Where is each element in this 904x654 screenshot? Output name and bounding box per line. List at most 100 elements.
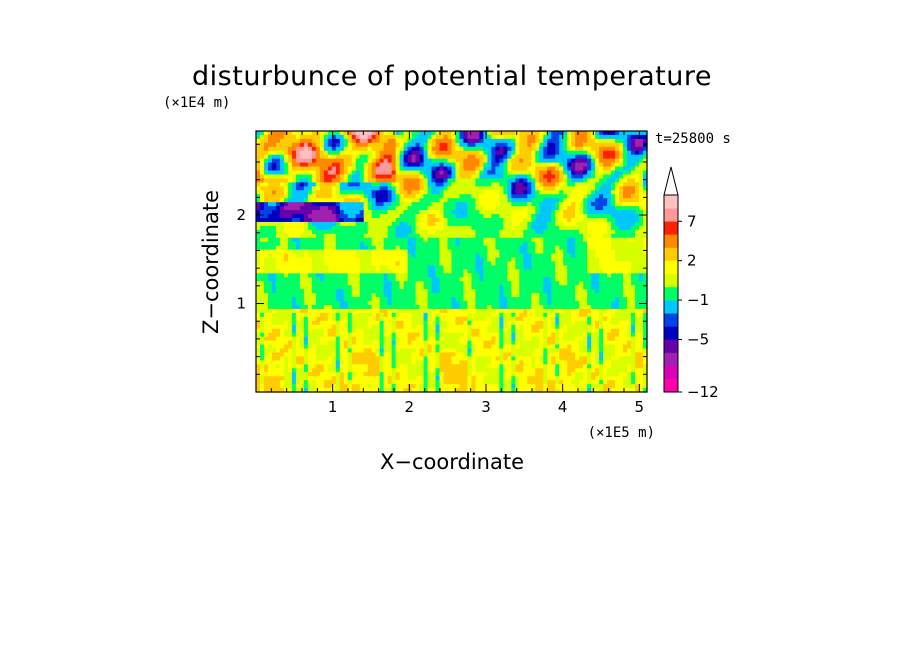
field-cell — [423, 166, 429, 172]
field-cell — [639, 265, 644, 270]
field-cell — [591, 277, 596, 282]
field-cell — [287, 265, 293, 270]
field-cell — [403, 241, 409, 247]
field-cell — [643, 316, 648, 322]
field-cell — [639, 289, 644, 294]
field-cell — [575, 277, 580, 282]
field-cell — [315, 182, 321, 187]
field-cell — [491, 253, 496, 259]
field-cell — [627, 308, 632, 314]
field-cell — [611, 249, 616, 255]
field-cell — [559, 198, 564, 203]
field-cell — [395, 281, 401, 286]
field-cell — [615, 277, 620, 282]
field-cell — [623, 320, 628, 326]
field-cell — [387, 202, 393, 207]
field-cell — [327, 138, 333, 144]
field-cell — [567, 305, 572, 310]
field-cell — [487, 142, 492, 148]
field-cell — [451, 249, 457, 255]
field-cell — [551, 142, 556, 148]
field-cell — [267, 198, 273, 203]
field-cell — [563, 261, 568, 267]
field-cell — [479, 285, 485, 290]
field-cell — [603, 198, 608, 203]
field-cell — [256, 221, 261, 227]
field-cell — [527, 328, 532, 334]
field-cell — [303, 131, 309, 136]
field-cell — [551, 273, 556, 278]
field-cell — [307, 261, 313, 267]
field-cell — [375, 257, 381, 263]
field-cell — [283, 186, 289, 191]
field-cell — [303, 305, 309, 310]
field-cell — [323, 225, 329, 231]
field-cell — [291, 162, 297, 168]
field-cell — [303, 218, 309, 223]
field-cell — [543, 134, 548, 140]
field-cell — [611, 281, 616, 286]
field-cell — [263, 293, 269, 298]
field-cell — [631, 324, 636, 330]
field-cell — [347, 138, 353, 144]
field-cell — [603, 249, 608, 255]
field-cell — [279, 312, 285, 318]
field-cell — [539, 312, 544, 318]
field-cell — [599, 281, 604, 286]
field-cell — [275, 142, 281, 148]
field-cell — [567, 134, 572, 140]
field-cell — [447, 289, 453, 294]
field-cell — [383, 194, 389, 199]
field-cell — [287, 221, 293, 227]
field-cell — [256, 285, 261, 290]
field-cell — [443, 154, 449, 160]
field-cell — [323, 166, 329, 172]
field-cell — [483, 261, 489, 267]
field-cell — [479, 146, 485, 152]
field-cell — [367, 257, 373, 263]
field-cell — [555, 328, 560, 334]
field-cell — [511, 142, 516, 148]
field-cell — [395, 194, 401, 199]
field-cell — [383, 285, 389, 290]
field-cell — [299, 316, 305, 322]
field-cell — [599, 182, 604, 187]
field-cell — [607, 281, 612, 286]
field-cell — [403, 158, 409, 164]
field-cell — [291, 281, 297, 286]
field-cell — [379, 241, 385, 247]
field-cell — [643, 142, 648, 148]
field-cell — [463, 182, 469, 187]
field-cell — [256, 312, 261, 318]
field-cell — [575, 245, 580, 251]
field-cell — [507, 273, 512, 278]
field-cell — [256, 218, 261, 223]
field-cell — [295, 245, 301, 251]
field-cell — [591, 174, 596, 180]
field-cell — [463, 178, 469, 183]
field-cell — [503, 312, 508, 318]
field-cell — [331, 142, 337, 148]
field-cell — [399, 131, 405, 136]
field-cell — [627, 190, 632, 195]
field-cell — [327, 198, 333, 203]
field-cell — [463, 320, 469, 326]
field-cell — [423, 237, 429, 243]
field-cell — [563, 265, 568, 270]
field-cell — [583, 245, 588, 251]
field-cell — [427, 225, 433, 231]
field-cell — [263, 273, 269, 278]
field-cell — [555, 202, 560, 207]
field-cell — [419, 269, 425, 274]
field-cell — [591, 253, 596, 259]
field-cell — [619, 249, 624, 255]
field-cell — [399, 277, 405, 282]
field-cell — [527, 265, 532, 270]
field-cell — [535, 293, 540, 298]
field-cell — [551, 138, 556, 144]
field-cell — [419, 206, 425, 211]
field-cell — [447, 182, 453, 187]
field-cell — [387, 218, 393, 223]
field-cell — [311, 328, 317, 334]
field-cell — [283, 269, 289, 274]
